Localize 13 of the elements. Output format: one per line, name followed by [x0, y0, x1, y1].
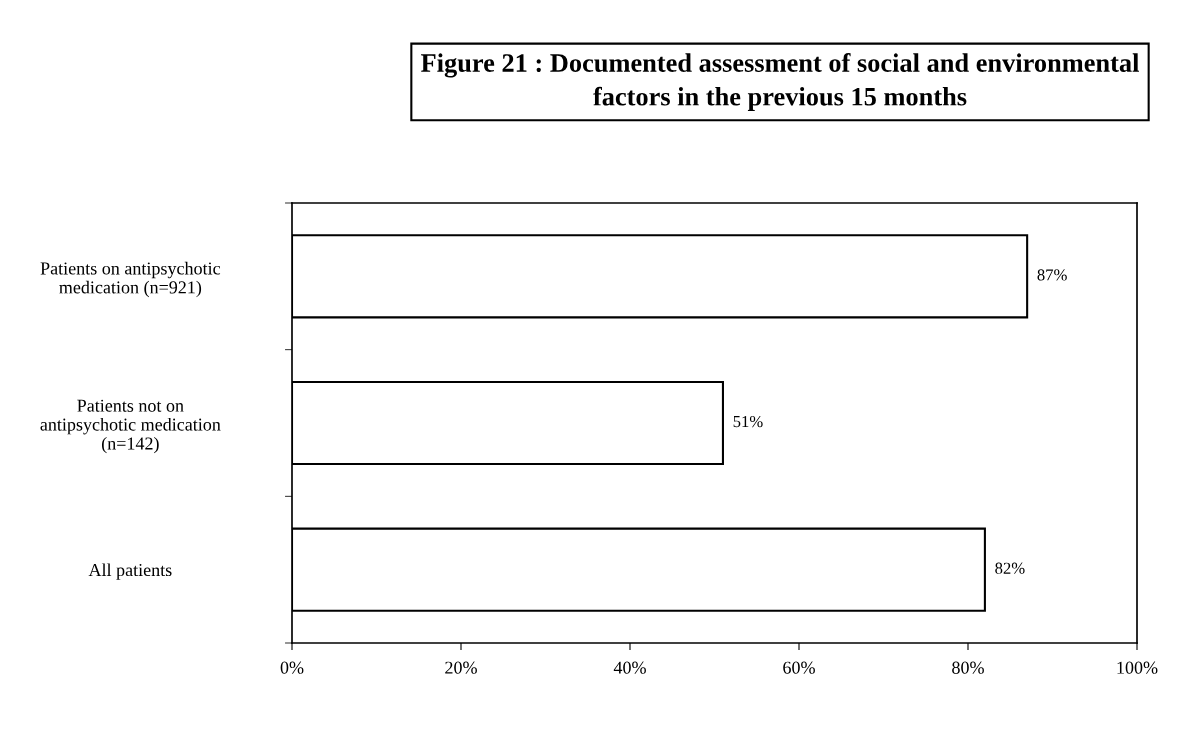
data-label: 87% — [1037, 269, 1067, 281]
chart-title: Figure 21 : Documented assessment of social and environmental factors in the previous 15 months — [421, 53, 1139, 111]
data-label: 82% — [995, 562, 1025, 574]
x-tick-label: 40% — [613, 661, 646, 674]
x-tick-label: 20% — [445, 661, 477, 674]
y-tick-label: All patients — [88, 563, 172, 580]
x-tick-label: 100% — [1117, 661, 1158, 674]
data-label: 51% — [733, 415, 763, 428]
x-tick-label: 80% — [952, 661, 984, 674]
x-tick-label: 0% — [280, 661, 304, 674]
y-tick-label: Patients not on antipsychotic medication (n=142) — [40, 399, 221, 454]
x-tick-label: 60% — [783, 661, 815, 674]
y-tick-label: Patients on antipsychotic medication (n=921) — [40, 261, 221, 298]
